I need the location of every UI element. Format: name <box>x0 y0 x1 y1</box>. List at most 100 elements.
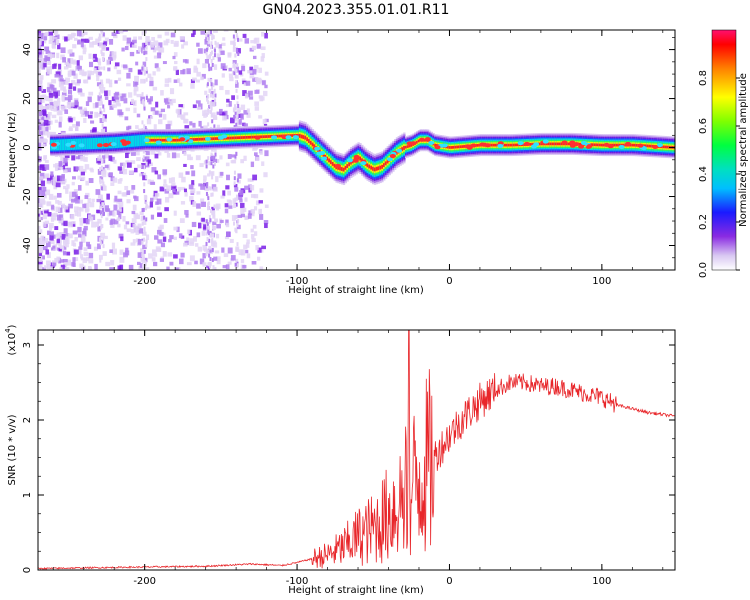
spectrogram-cell <box>131 44 137 48</box>
spectrogram-cell <box>41 89 46 93</box>
spectrogram-cell <box>531 142 534 146</box>
spectrogram-cell <box>517 141 524 146</box>
spectrogram-cell <box>195 243 199 247</box>
spectrogram-cell <box>38 92 41 97</box>
spectrogram-cell <box>50 171 54 177</box>
spectrogram-cell <box>55 163 61 169</box>
spectrogram-cell <box>234 111 237 116</box>
spectrogram-cell <box>165 196 170 203</box>
spectrogram-cell <box>70 214 75 220</box>
spectrogram-cell <box>165 124 171 130</box>
figure-title: GN04.2023.355.01.01.R11 <box>263 2 450 18</box>
spectrogram-cell <box>154 170 159 175</box>
spectrogram-cell <box>57 43 61 50</box>
spectrogram-cell <box>205 267 208 270</box>
spectrogram-cell <box>38 203 42 207</box>
spectrogram-cell <box>215 42 220 48</box>
spectrogram-cell <box>115 30 120 34</box>
spectrogram-cell <box>49 65 55 70</box>
spectrogram-cell <box>162 114 167 120</box>
spectrogram-cell <box>192 104 197 109</box>
spectrogram-cell <box>49 35 55 42</box>
spectrogram-cell <box>492 143 496 147</box>
snr-series-line <box>38 330 675 570</box>
spectrogram-cell <box>146 118 152 125</box>
spectrogram-cell <box>100 49 103 54</box>
y-tick-label: -40 <box>22 237 33 253</box>
spectrogram-cell <box>142 263 145 268</box>
spectrogram-cell <box>209 230 212 235</box>
spectrogram-cell <box>116 217 121 221</box>
spectrogram-cell <box>596 143 600 147</box>
spectrogram-cell <box>448 146 452 149</box>
spectrogram-cell <box>235 66 239 73</box>
spectrogram-cell <box>99 166 102 171</box>
spectrogram-cell <box>66 102 71 109</box>
spectrogram-cell <box>80 155 85 162</box>
spectrogram-cell <box>46 87 51 93</box>
spectrogram-cell <box>180 252 185 258</box>
spectrogram-cell <box>140 172 145 176</box>
spectrogram-cell <box>207 34 210 39</box>
spectrogram-cell <box>101 123 104 128</box>
spectrogram-cell <box>322 153 326 158</box>
spectrogram-cell <box>63 245 67 250</box>
spectrogram-cell <box>131 210 136 215</box>
spectrogram-cell <box>47 264 51 270</box>
spectrogram-cell <box>172 138 176 142</box>
spectrogram-cell <box>64 61 69 65</box>
spectrogram-cell <box>39 105 43 110</box>
spectrogram-cell <box>97 58 101 63</box>
spectrogram-cell <box>38 63 43 69</box>
spectrogram-cell <box>245 135 249 139</box>
spectrogram-cell <box>618 143 622 147</box>
spectrogram-cell <box>99 176 104 180</box>
spectrogram-cell <box>261 53 265 59</box>
spectrogram-cell <box>60 86 65 91</box>
spectrogram-cell <box>162 236 167 242</box>
spectrogram-cell <box>236 95 239 100</box>
spectrogram-cell <box>210 110 213 115</box>
spectrogram-cell <box>176 226 180 233</box>
spectrogram-cell <box>210 192 213 197</box>
spectrogram-cell <box>257 256 261 261</box>
spectrogram-cell <box>119 162 125 167</box>
spectrogram-cell <box>38 209 42 216</box>
spectrogram-cell <box>80 171 85 176</box>
spectrogram-cell <box>194 138 198 141</box>
spectrogram-cell <box>234 30 237 33</box>
spectrogram-cell <box>264 118 269 123</box>
x-tick-label: -200 <box>133 276 156 287</box>
spectrogram-cell <box>40 235 44 241</box>
spectrogram-frame <box>37 29 676 271</box>
spectrogram-cell <box>256 80 261 85</box>
spectrogram-cell <box>92 138 95 150</box>
spectrogram-cell <box>68 105 73 110</box>
spectrogram-cell <box>254 152 258 156</box>
spectrogram-cell <box>211 137 214 141</box>
spectrogram-cell <box>113 93 119 99</box>
spectrogram-cell <box>184 191 188 197</box>
spectrogram-cell <box>236 196 239 201</box>
spectrogram-cell <box>44 139 48 143</box>
spectrogram-cell <box>545 142 549 146</box>
spectrogram-cell <box>109 38 114 45</box>
spectrogram-cell <box>192 77 197 81</box>
spectrogram-cell <box>104 164 109 169</box>
spectrogram-cell <box>88 216 94 222</box>
spectrogram-cell <box>233 71 236 76</box>
spectrogram-cell <box>51 215 56 221</box>
svg-text:(x104): (x104) <box>4 324 18 355</box>
spectrogram-cell <box>297 133 300 137</box>
spectrogram-cell <box>233 204 236 209</box>
spectrogram-cell <box>211 99 216 104</box>
spectrogram-cell <box>97 168 102 175</box>
spectrogram-cell <box>205 191 208 196</box>
spectrogram-cell <box>97 95 102 101</box>
spectrogram-cell <box>136 157 141 162</box>
spectrogram-cell <box>65 188 69 194</box>
spectrogram-cell <box>38 245 42 250</box>
spectrogram-cell <box>235 88 238 93</box>
spectrogram-cell <box>38 142 41 148</box>
spectrogram-cell <box>308 139 311 143</box>
